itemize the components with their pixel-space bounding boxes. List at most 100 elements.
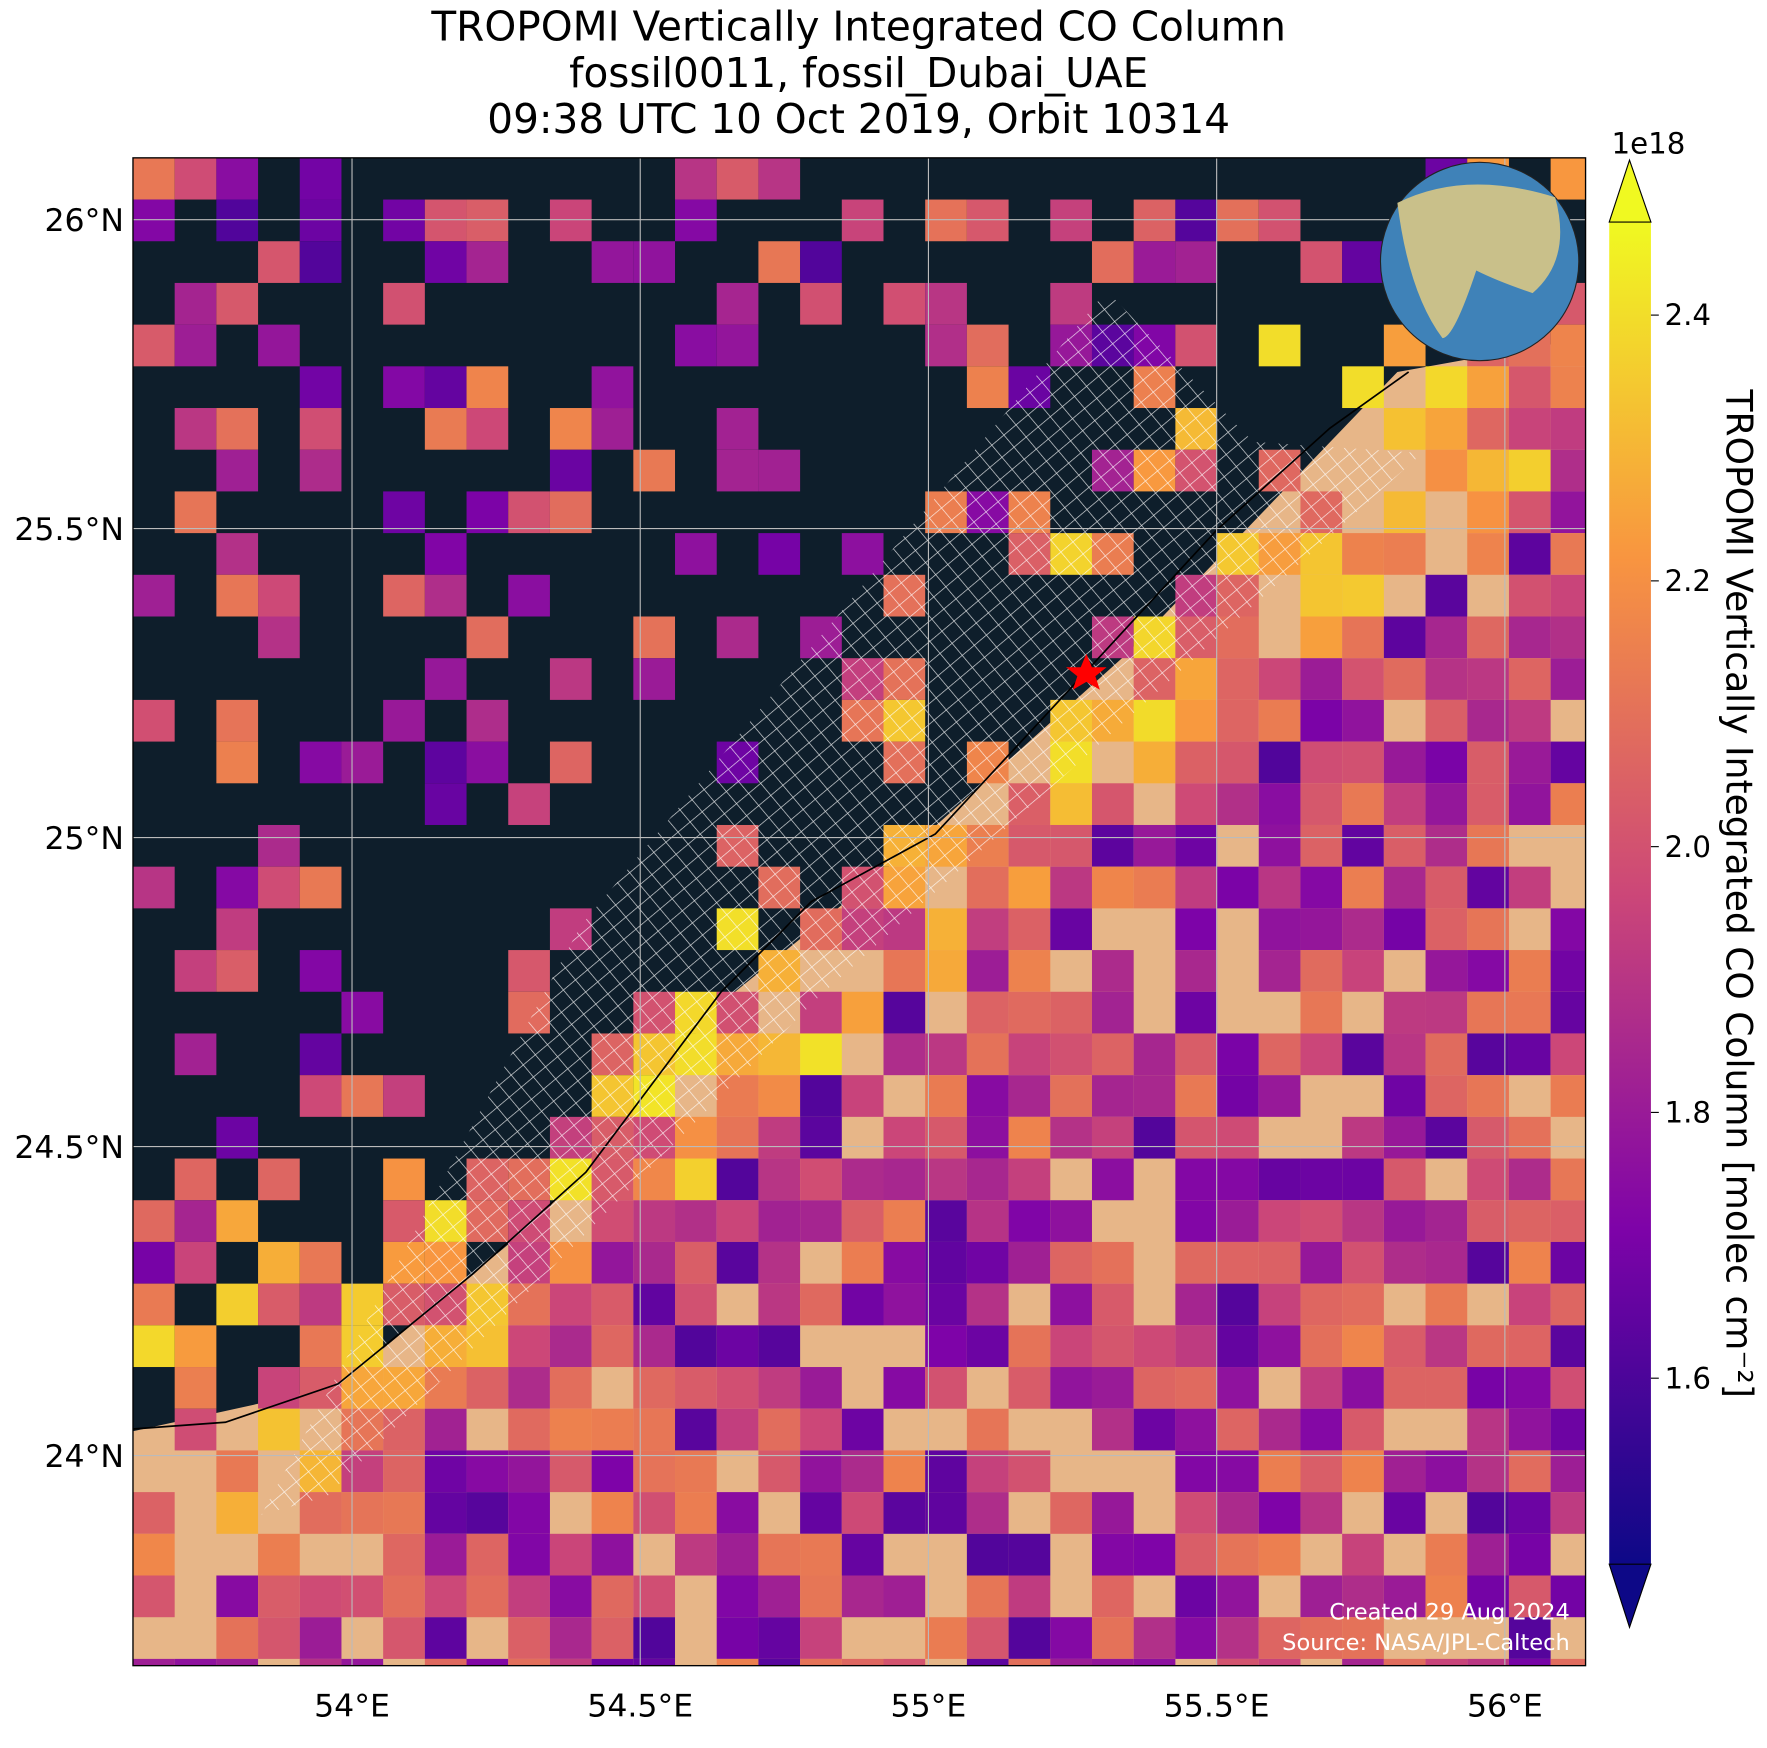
pixel bbox=[633, 1450, 676, 1493]
pixel bbox=[549, 658, 592, 700]
pixel bbox=[1342, 658, 1384, 700]
pixel bbox=[1508, 950, 1551, 992]
pixel bbox=[1175, 908, 1218, 951]
pixel bbox=[1175, 199, 1218, 242]
pixel bbox=[1091, 1658, 1134, 1666]
pixel bbox=[1425, 1241, 1468, 1284]
pixel bbox=[424, 241, 467, 283]
pixel bbox=[1383, 1241, 1426, 1284]
pixel bbox=[1258, 199, 1301, 242]
y-tick-label: 24.5°N bbox=[14, 1130, 124, 1166]
map-frame bbox=[132, 157, 1587, 1667]
pixel bbox=[1258, 1408, 1301, 1451]
pixel bbox=[758, 1116, 801, 1159]
pixel bbox=[1425, 699, 1468, 742]
pixel bbox=[633, 1241, 676, 1284]
pixel bbox=[716, 1325, 759, 1368]
pixel bbox=[299, 950, 342, 992]
pixel bbox=[1300, 741, 1343, 784]
pixel bbox=[1217, 1658, 1259, 1666]
pixel bbox=[341, 1575, 384, 1618]
x-tick-label: 56°E bbox=[1467, 1688, 1543, 1724]
pixel bbox=[216, 1575, 259, 1618]
pixel bbox=[299, 449, 342, 492]
pixel bbox=[1467, 783, 1509, 825]
pixel bbox=[341, 741, 384, 784]
pixel bbox=[1383, 491, 1426, 534]
pixel bbox=[258, 574, 300, 617]
pixel bbox=[966, 991, 1009, 1034]
pixel bbox=[174, 491, 217, 534]
pixel bbox=[1425, 1533, 1468, 1576]
pixel bbox=[591, 408, 634, 450]
pixel bbox=[800, 1658, 842, 1666]
pixel bbox=[1258, 1241, 1301, 1284]
pixel bbox=[258, 1283, 300, 1326]
pixel bbox=[1217, 1492, 1259, 1534]
pixel bbox=[216, 699, 259, 742]
pixel bbox=[1175, 699, 1218, 742]
pixel bbox=[966, 1241, 1009, 1284]
x-tick-label: 54.5°E bbox=[587, 1688, 693, 1724]
pixel bbox=[1550, 324, 1586, 367]
pixel bbox=[1508, 1408, 1551, 1451]
pixel bbox=[1342, 241, 1384, 283]
pixel bbox=[800, 1158, 842, 1201]
pixel bbox=[1091, 241, 1134, 283]
pixel bbox=[216, 866, 259, 909]
pixel bbox=[1383, 991, 1426, 1034]
pixel bbox=[1050, 1492, 1092, 1534]
pixel bbox=[966, 199, 1009, 242]
pixel bbox=[1175, 1283, 1218, 1326]
pixel bbox=[1133, 1116, 1176, 1159]
pixel bbox=[1425, 1116, 1468, 1159]
pixel bbox=[1467, 616, 1509, 659]
pixel bbox=[1300, 1367, 1343, 1409]
pixel bbox=[299, 1658, 342, 1666]
colorbar-label: TROPOMI Vertically Integrated CO Column … bbox=[1717, 389, 1759, 1398]
pixel bbox=[1508, 1200, 1551, 1242]
pixel bbox=[966, 1658, 1009, 1666]
pixel bbox=[424, 574, 467, 617]
pixel bbox=[258, 1367, 300, 1409]
pixel bbox=[1050, 1367, 1092, 1409]
pixel bbox=[758, 1450, 801, 1493]
pixel bbox=[549, 1617, 592, 1659]
pixel bbox=[1091, 1283, 1134, 1326]
pixel bbox=[1300, 991, 1343, 1034]
pixel bbox=[1467, 950, 1509, 992]
pixel bbox=[174, 1033, 217, 1076]
pixel bbox=[174, 408, 217, 450]
pixel bbox=[966, 1325, 1009, 1368]
pixel bbox=[1217, 199, 1259, 242]
pixel bbox=[216, 282, 259, 325]
pixel bbox=[1425, 1283, 1468, 1326]
pixel bbox=[925, 1158, 967, 1201]
pixel bbox=[716, 1492, 759, 1534]
pixel bbox=[1050, 1241, 1092, 1284]
pixel bbox=[1300, 1450, 1343, 1493]
pixel bbox=[1508, 491, 1551, 534]
colorbar-offset: 1e18 bbox=[1611, 126, 1685, 160]
pixel bbox=[216, 908, 259, 951]
pixel bbox=[883, 1241, 926, 1284]
pixel bbox=[633, 1492, 676, 1534]
pixel bbox=[925, 1200, 967, 1242]
pixel bbox=[132, 324, 175, 367]
pixel bbox=[1133, 824, 1176, 867]
pixel bbox=[258, 241, 300, 283]
pixel bbox=[758, 1241, 801, 1284]
pixel bbox=[716, 449, 759, 492]
pixel bbox=[1508, 1116, 1551, 1159]
pixel bbox=[1467, 1075, 1509, 1117]
pixel bbox=[1175, 1075, 1218, 1117]
pixel bbox=[258, 1617, 300, 1659]
pixel bbox=[1091, 1492, 1134, 1534]
pixel bbox=[716, 1367, 759, 1409]
pixel bbox=[1550, 533, 1586, 575]
pixel bbox=[758, 1533, 801, 1576]
pixel bbox=[1300, 1241, 1343, 1284]
pixel bbox=[1050, 1617, 1092, 1659]
pixel bbox=[1217, 1283, 1259, 1326]
pixel bbox=[1008, 866, 1051, 909]
